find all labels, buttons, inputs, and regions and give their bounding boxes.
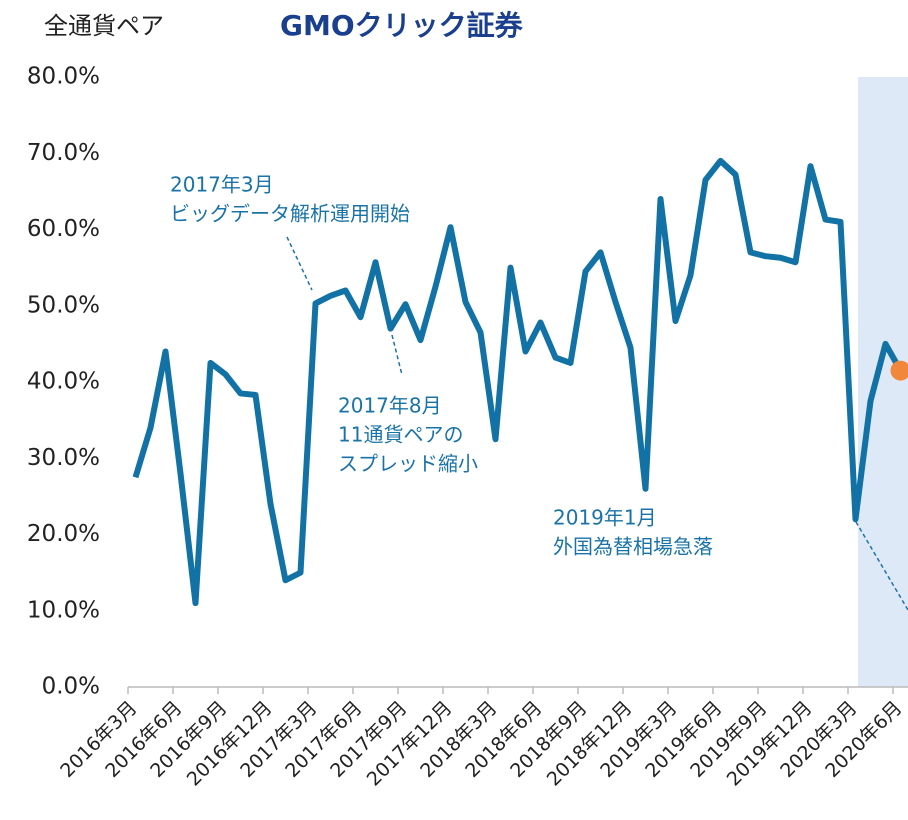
annotation: 2017年3月	[170, 173, 274, 197]
y-tick-label: 0.0%	[42, 674, 100, 700]
y-tick-label: 30.0%	[27, 445, 100, 471]
leader-line	[286, 236, 313, 291]
y-tick-label: 70.0%	[27, 140, 100, 166]
y-tick-label: 40.0%	[27, 369, 100, 395]
leader-line	[391, 334, 403, 376]
annotation: ビッグデータ解析運用開始	[170, 202, 410, 226]
leader-line	[855, 521, 908, 611]
annotation: 外国為替相場急落	[553, 535, 713, 559]
highlight-point	[890, 360, 908, 381]
annotation: 11通貨ペアの	[338, 423, 463, 447]
annotation: 2017年8月	[338, 394, 442, 418]
line-series	[132, 157, 904, 607]
y-tick-label: 10.0%	[27, 597, 100, 623]
chart-title: 全通貨ペア	[44, 12, 164, 40]
logo: GMOクリック証券	[280, 9, 524, 42]
y-tick-label: 60.0%	[27, 216, 100, 242]
annotation: 2019年1月	[553, 506, 657, 530]
highlight-region	[858, 77, 908, 687]
y-tick-label: 20.0%	[27, 521, 100, 547]
y-tick-label: 50.0%	[27, 292, 100, 318]
y-tick-label: 80.0%	[27, 64, 100, 90]
annotation: スプレッド縮小	[338, 452, 478, 476]
